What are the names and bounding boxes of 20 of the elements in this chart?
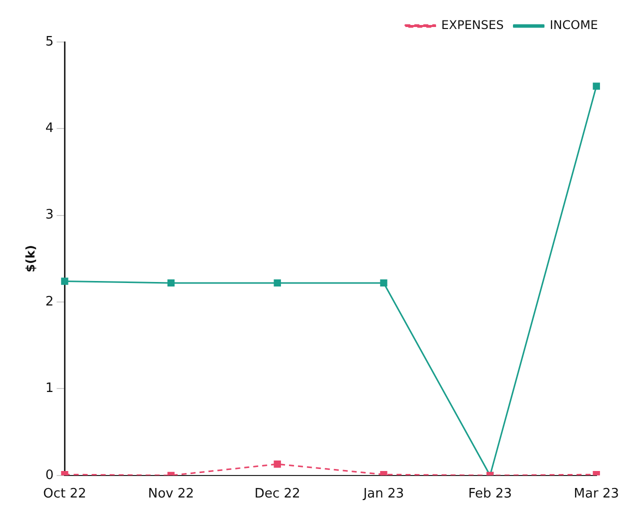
y-tick-label: 5 <box>45 34 54 50</box>
x-tick-label: Feb 23 <box>468 486 512 502</box>
y-tick-label: 2 <box>45 294 54 310</box>
legend-label: EXPENSES <box>441 18 504 32</box>
x-tick-label: Nov 22 <box>148 486 194 502</box>
x-tick-label: Mar 23 <box>574 486 619 502</box>
y-axis-title: $(k) <box>23 245 38 272</box>
point <box>167 279 175 287</box>
y-tick-label: 4 <box>45 121 54 136</box>
legend-label: INCOME <box>550 18 598 32</box>
y-tick-label: 0 <box>45 468 54 483</box>
y-tick-label: 1 <box>45 381 54 396</box>
point <box>592 82 600 90</box>
x-tick-label: Jan 23 <box>362 486 404 502</box>
y-tick-label: 3 <box>45 208 54 223</box>
x-tick-label: Dec 22 <box>254 486 300 502</box>
x-tick-label: Oct 22 <box>43 486 86 502</box>
point <box>380 279 388 287</box>
point <box>274 279 281 287</box>
point <box>61 278 68 285</box>
